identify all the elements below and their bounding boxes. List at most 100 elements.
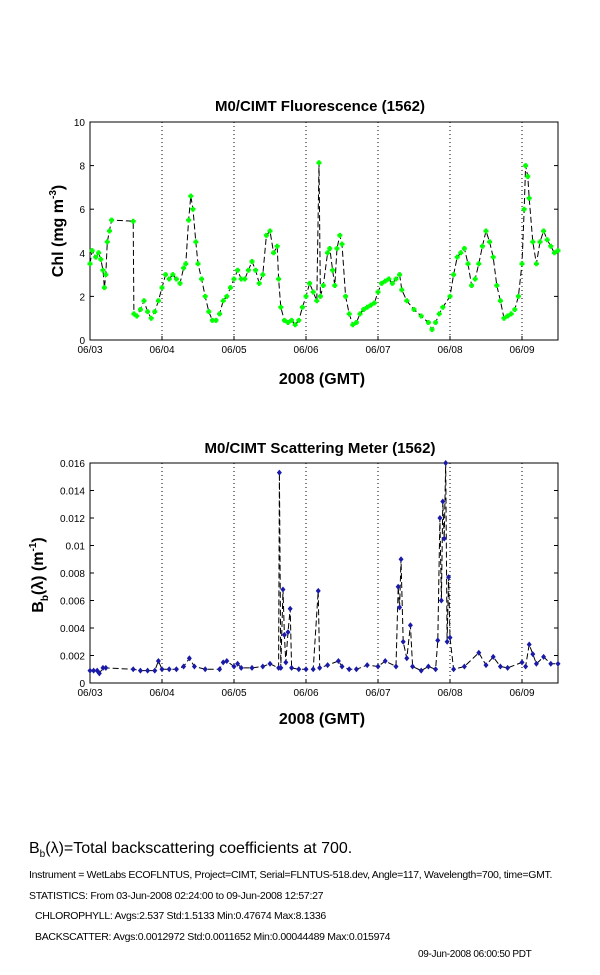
data-point [186,655,192,662]
data-point [155,298,161,304]
data-point [487,239,493,245]
data-point [177,280,183,286]
data-point [317,293,323,299]
data-point [280,586,286,593]
data-point [315,587,321,594]
data-point [263,232,269,238]
plot-area: 06/03 06/04 06/05 06/06 06/07 06/08 06/09 0 2 4 6 8… [74,118,561,356]
x-tick-label: 06/05 [221,688,246,699]
data-point [472,276,478,282]
data-point [461,245,467,251]
data-point [395,583,401,590]
y-label-text: B [30,601,47,613]
data-point [418,313,424,319]
data-point [398,556,404,563]
data-point [278,304,284,310]
data-point [159,285,165,291]
data-point [191,663,197,670]
data-point [260,272,266,278]
data-point [436,311,442,317]
data-point [145,667,151,674]
data-point [238,664,244,671]
data-point [526,641,532,648]
data-point [343,293,349,299]
data-point [379,280,385,286]
data-point [429,327,435,333]
data-point [476,649,482,656]
y-tick-label: 2 [79,292,85,303]
data-point [441,535,447,542]
data-point [285,629,291,636]
y-tick-label: 0.004 [60,624,85,635]
y-tick-label: 4 [79,249,85,260]
y-axis-label: Bb(λ) (m-1) [28,537,51,612]
series-line [90,462,558,675]
data-point [152,309,158,315]
data-point [533,660,539,667]
data-point [512,306,518,312]
y-label-subscript: b [40,595,51,601]
data-point [87,667,93,674]
data-point [155,658,161,664]
data-point [371,300,377,306]
y-tick-label: 0.006 [60,597,85,608]
data-point [256,280,262,286]
backscatter-definition: Bb(λ)=Total backscattering coefficients … [29,840,352,860]
data-point [202,293,208,299]
data-point [346,311,352,317]
data-point [476,261,482,267]
data-point [393,276,399,282]
data-point [231,663,237,670]
data-point [335,658,341,664]
data-point [410,663,416,670]
data-point [220,298,226,304]
data-point [303,293,309,299]
x-axis-label: 2008 (GMT) [279,371,365,388]
data-point [404,298,410,304]
y-tick-label: 0 [79,336,85,347]
data-point [334,245,340,251]
data-point [148,315,154,321]
x-tick-label: 06/04 [149,688,174,699]
chlorophyll-stats: CHLOROPHYLL: Avgs:2.537 Std:1.5133 Min:0… [35,910,326,922]
data-point [537,239,543,245]
data-point [433,666,439,673]
data-point [505,664,511,671]
data-point [317,664,323,671]
data-point [447,293,453,299]
data-point [320,283,326,288]
x-tick-label: 06/09 [509,688,534,699]
data-point [193,239,199,245]
data-point [235,660,241,667]
data-point [541,653,547,660]
data-point [314,298,320,304]
series-line [89,162,559,331]
x-tick-label: 06/05 [221,345,246,356]
data-point [533,261,539,267]
y-tick-label: 0.014 [60,487,85,498]
data-point [339,241,345,247]
data-point [458,250,464,256]
data-point [271,250,277,256]
data-point [299,304,305,310]
data-point [292,322,298,328]
data-point [407,622,413,629]
y-tick-label: 0 [79,679,85,690]
y-tick-label: 0.01 [66,542,86,553]
data-point [296,317,302,323]
data-point [325,250,331,256]
data-point [443,460,449,466]
data-point [224,293,230,299]
data-point [224,658,230,664]
data-point [202,666,208,673]
data-point [483,228,489,234]
x-tick-label: 06/03 [77,688,102,699]
data-point [382,278,388,284]
scattering-chart: M0/CIMT Scattering Meter (1562) Bb(λ) (m… [28,440,561,728]
chart-title: M0/CIMT Fluorescence (1562) [215,98,425,115]
data-point [519,261,525,267]
def-sub: b [39,849,46,861]
data-point [249,664,255,671]
data-point [267,660,273,667]
